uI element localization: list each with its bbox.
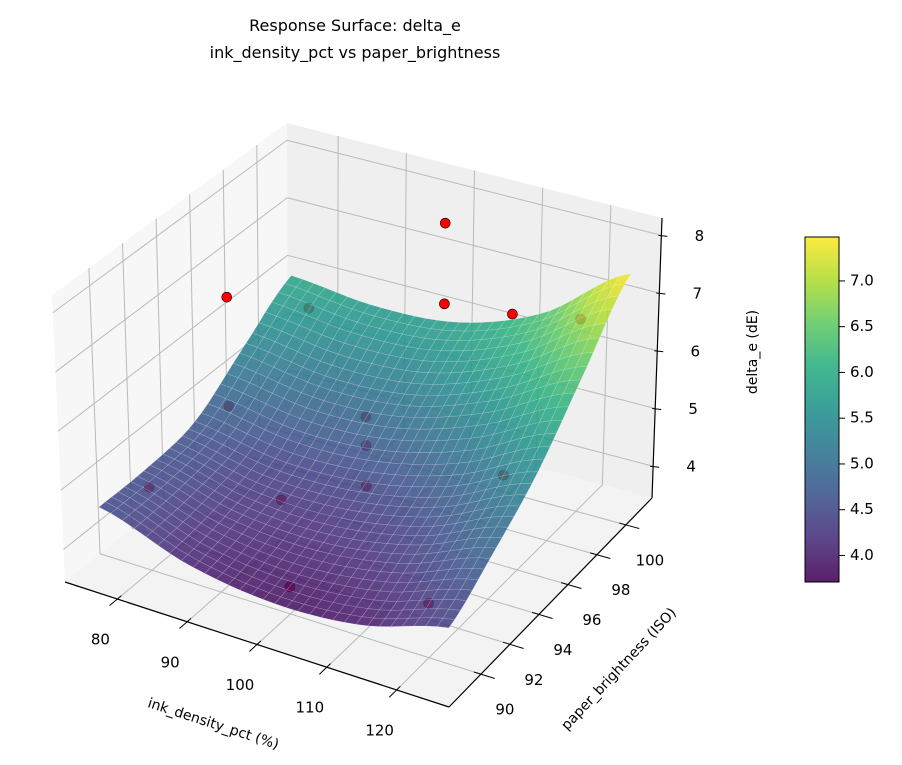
visible-points	[221, 217, 451, 310]
back-gridline-x	[601, 205, 612, 485]
data-point	[221, 291, 233, 303]
colorbar-tick-label: 5.0	[850, 454, 874, 472]
z-axis-label: delta_e (dE)	[745, 310, 761, 394]
colorbar-tick-label: 4.5	[850, 500, 874, 518]
y-tick-label: 94	[553, 641, 572, 659]
surface-patch	[550, 406, 569, 422]
surface-patch	[442, 608, 462, 620]
z-tick	[658, 234, 668, 237]
z-tick	[652, 408, 662, 411]
y-tick-label: 92	[524, 671, 543, 689]
z-tick	[656, 292, 666, 295]
z-tick-label: 4	[686, 458, 696, 476]
left-gridline-z	[57, 254, 288, 432]
y-tick	[473, 671, 495, 680]
left-gridline-y	[122, 243, 133, 529]
y-tick	[619, 522, 640, 529]
colorbar-tick-label: 6.5	[850, 317, 874, 335]
chart-subtitle: ink_density_pct vs paper_brightness	[210, 43, 501, 63]
x-tick-label: 100	[226, 676, 255, 694]
z-tick-label: 7	[693, 285, 703, 303]
z-tick	[654, 350, 664, 353]
x-tick-label: 90	[161, 653, 180, 671]
x-tick-label: 80	[91, 631, 110, 649]
colorbar: 4.0 4.5 5.0 5.5 6.0 6.5 7.0	[804, 236, 874, 583]
x-tick-label: 110	[295, 699, 324, 717]
axis-lines	[64, 217, 668, 708]
y-tick	[502, 641, 524, 650]
y-axis-line	[448, 497, 653, 708]
z-tick-label: 8	[695, 227, 705, 245]
back-gridline-z	[287, 197, 660, 294]
left-gridline-z	[52, 139, 288, 314]
data-point	[507, 308, 518, 320]
response-surface	[98, 273, 632, 629]
x-tick	[388, 685, 401, 698]
surface-patch	[562, 379, 582, 395]
surface-patch	[606, 283, 626, 299]
y-axis-label: paper_brightness (ISO)	[558, 605, 680, 734]
x-tick	[179, 618, 192, 629]
surface-patch	[489, 526, 509, 539]
back-gridline-z	[286, 139, 662, 236]
colorbar-tick-label: 6.0	[850, 363, 874, 381]
left-gridline-z	[55, 197, 288, 373]
colorbar-tick-label: 4.0	[850, 546, 874, 564]
y-tick	[531, 611, 553, 620]
y-tick-label: 98	[611, 581, 630, 599]
surface-patch	[436, 617, 456, 629]
surface-patch	[556, 392, 576, 408]
surface-patch	[526, 459, 545, 473]
z-tick-label: 5	[688, 400, 698, 418]
z-tick	[650, 465, 660, 468]
y-tick-label: 96	[582, 611, 601, 629]
y-tick-label: 90	[495, 701, 514, 719]
left-gridline-y	[88, 267, 101, 554]
left-pane	[52, 123, 288, 582]
colorbar-gradient	[805, 237, 839, 582]
x-tick	[318, 663, 331, 675]
y-tick-label: 100	[636, 551, 665, 569]
data-point	[439, 217, 451, 229]
colorbar-tick-label: 5.5	[850, 409, 874, 427]
surface-patch	[587, 322, 607, 340]
surface-patch	[483, 536, 503, 549]
colorbar-frame	[804, 236, 840, 583]
tick-labels: 80 90 100 110 120 90 92 94 96 98 100 4 5 6 7 8	[91, 227, 704, 740]
y-tick	[590, 552, 611, 559]
floor-gridline-x	[396, 484, 603, 691]
x-tick	[249, 640, 262, 652]
chart-title: Response Surface: delta_e	[249, 16, 461, 36]
data-point	[439, 298, 450, 310]
floor-gridline-y	[99, 553, 482, 675]
y-tick	[560, 582, 582, 589]
x-tick	[109, 595, 122, 606]
z-axis-line	[651, 217, 663, 499]
z-tick-label: 6	[690, 342, 700, 360]
colorbar-tick-label: 7.0	[850, 271, 874, 289]
x-axis-label: ink_density_pct (%)	[146, 695, 281, 753]
x-tick-label: 120	[365, 721, 394, 739]
surface-patch	[507, 494, 527, 507]
